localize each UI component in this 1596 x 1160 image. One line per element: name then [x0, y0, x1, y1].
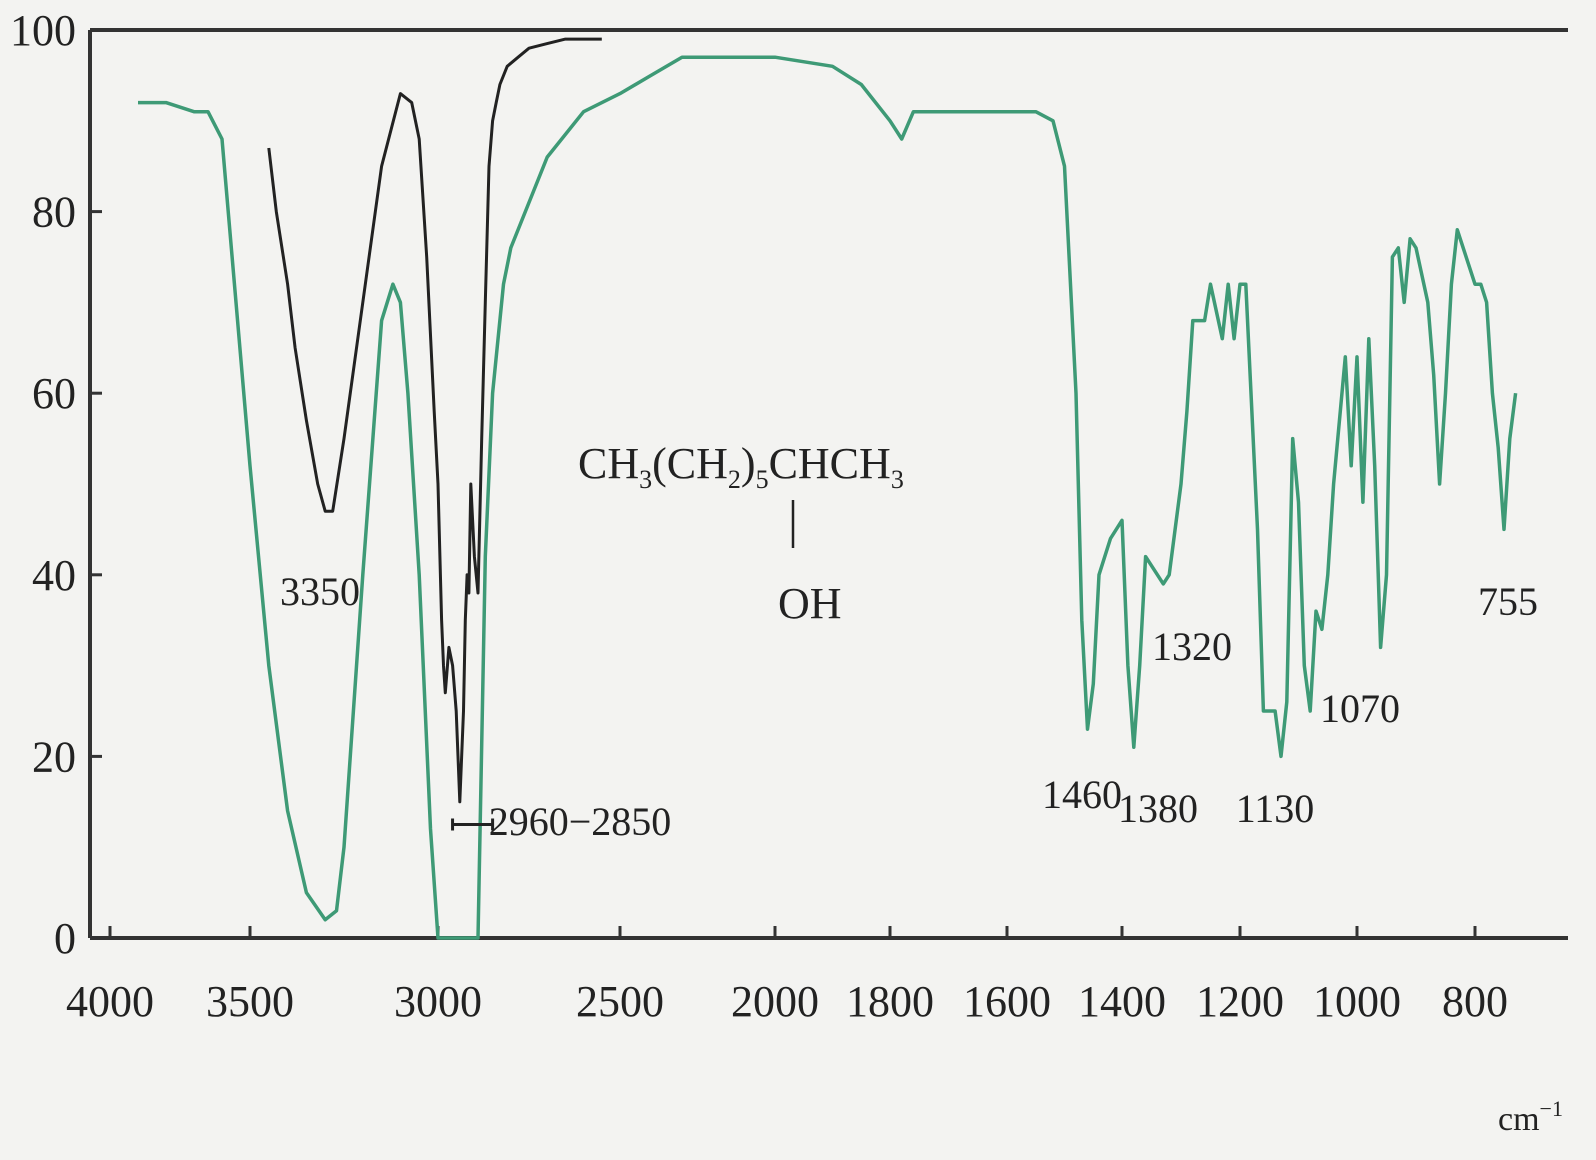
x-tick-label: 1600 — [963, 977, 1051, 1026]
x-axis-unit: cm−1 — [1498, 1096, 1563, 1138]
plot-frame — [88, 28, 1568, 940]
y-tick-label: 0 — [54, 914, 76, 963]
main-spectrum-line — [138, 55, 1518, 940]
y-tick-label: 20 — [32, 732, 76, 781]
peak-label: 2960−2850 — [489, 799, 672, 844]
x-tick-label: 4000 — [66, 977, 154, 1026]
dilute-spectrum-line — [267, 37, 602, 804]
peak-label: 1320 — [1152, 624, 1232, 669]
ch-stretch-bracket — [451, 818, 495, 831]
x-tick-label: 1400 — [1078, 977, 1166, 1026]
x-tick-label: 1200 — [1196, 977, 1284, 1026]
x-tick-label: 1800 — [846, 977, 934, 1026]
x-tick-label: 1000 — [1313, 977, 1401, 1026]
peak-label: 1380 — [1118, 786, 1198, 831]
x-axis-ticks: 4000 3500 3000 2500 2000 1800 1600 1400 1200 1000… — [66, 926, 1508, 1026]
x-tick-label: 800 — [1442, 977, 1508, 1026]
x-tick-label: 3000 — [394, 977, 482, 1026]
y-tick-label: 60 — [32, 369, 76, 418]
peak-label: 1070 — [1320, 686, 1400, 731]
y-tick-label: 80 — [32, 188, 76, 237]
peak-label: 755 — [1478, 579, 1538, 624]
y-tick-label: 40 — [32, 551, 76, 600]
y-axis-ticks: 0 20 40 60 80 100 — [10, 6, 102, 963]
bracket-mark — [451, 818, 495, 831]
x-tick-label: 3500 — [206, 977, 294, 1026]
compound-formula: CH3(CH2)5CHCH3 — [578, 439, 904, 494]
y-tick-label: 100 — [10, 6, 76, 55]
spectrum-traces — [138, 37, 1518, 940]
peak-label: 3350 — [280, 569, 360, 614]
x-tick-label: 2000 — [731, 977, 819, 1026]
x-tick-label: 2500 — [576, 977, 664, 1026]
peak-label: 1460 — [1042, 772, 1122, 817]
peak-label: 1130 — [1236, 786, 1315, 831]
compound-oh-group: OH — [778, 579, 842, 628]
